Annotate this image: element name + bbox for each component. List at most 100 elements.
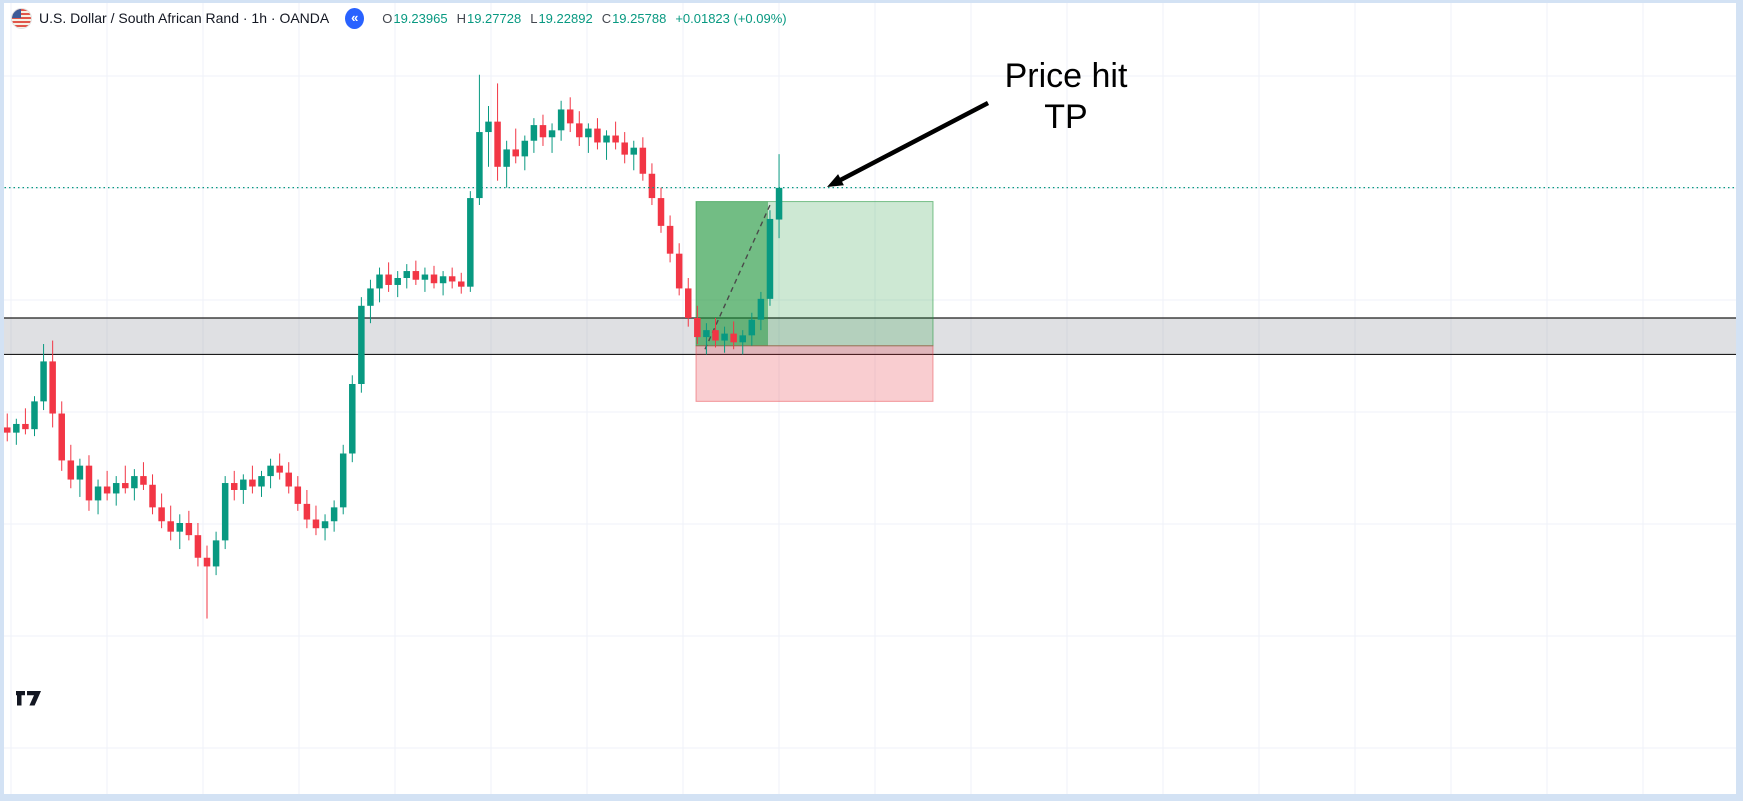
candle [303, 489, 311, 529]
candle [349, 375, 356, 463]
tv-logo-part-1 [16, 691, 25, 706]
candle-body [694, 317, 701, 338]
low-label: L [530, 10, 538, 26]
candle-body [421, 274, 429, 280]
rewind-badge-icon[interactable]: « [345, 7, 365, 29]
symbol-title[interactable]: U.S. Dollar / South African Rand · 1h · … [39, 10, 330, 26]
candle [122, 465, 129, 494]
candle-body [621, 142, 628, 155]
annotation-arrowhead[interactable] [827, 174, 844, 187]
candle-body [557, 109, 565, 131]
candle-body [730, 333, 737, 343]
candle [385, 262, 392, 292]
candle [521, 135, 529, 171]
high-value: 19.27728 [466, 10, 522, 26]
candle-body [294, 486, 302, 504]
candle-body [703, 330, 710, 338]
candle-body [430, 274, 438, 284]
candle-body [267, 465, 274, 477]
candle [675, 243, 683, 296]
candle-body [22, 423, 29, 430]
candle-body [612, 135, 619, 143]
candle [376, 267, 383, 303]
candle [221, 476, 229, 550]
candle [194, 522, 202, 567]
candle-body [367, 288, 374, 306]
candle-body [775, 187, 783, 220]
candle-body [476, 132, 483, 199]
price-hit-tp-note[interactable]: Price hit TP [946, 56, 1186, 138]
candle [448, 267, 456, 289]
candle [494, 83, 501, 181]
candle-body [439, 276, 447, 284]
candle-body [657, 198, 665, 226]
position-loss-box[interactable] [696, 345, 933, 402]
candle [103, 470, 111, 501]
tv-logo-part-7 [27, 691, 41, 706]
candle-body [203, 557, 211, 567]
candle-body [648, 173, 656, 199]
rewind-glyph: « [351, 9, 359, 25]
candle-body [594, 128, 601, 143]
candle [339, 444, 347, 515]
close-value: 19.25788 [612, 10, 667, 26]
open-label: O [382, 10, 393, 26]
ohlc-high: H 19.27728 [457, 11, 522, 26]
candle-body [512, 149, 519, 157]
candle [703, 323, 710, 355]
candle [249, 465, 256, 494]
candle [603, 130, 610, 160]
candle [267, 458, 274, 489]
candle [76, 458, 84, 497]
candle-body [176, 522, 184, 532]
candle-body [548, 130, 556, 138]
candle [85, 455, 93, 511]
candle [594, 118, 601, 150]
candle [49, 340, 56, 428]
candle-body [521, 140, 529, 157]
candle [639, 137, 647, 181]
candle [576, 111, 583, 146]
position-profit-box-projection[interactable] [768, 201, 933, 346]
candle [530, 118, 538, 153]
low-value: 19.22892 [538, 10, 593, 26]
candle [149, 474, 156, 515]
candle-body [303, 503, 311, 520]
candle-body [276, 465, 283, 473]
candle-body [67, 460, 75, 480]
candle-body [639, 147, 647, 174]
candle-body [739, 335, 746, 343]
candle-body [185, 522, 193, 536]
position-loss-border [695, 345, 934, 402]
candle [131, 469, 138, 501]
candle-body [385, 274, 392, 285]
candle [330, 500, 338, 532]
candle-body [31, 401, 38, 430]
sr-zone-rect[interactable] [0, 317, 1743, 355]
candle-body [13, 423, 20, 433]
candle-body [49, 361, 56, 414]
candle-body [630, 147, 638, 155]
candle [694, 305, 701, 345]
candle-body [685, 288, 692, 318]
candle [757, 291, 765, 331]
candle-body [330, 507, 338, 522]
candle-body [467, 198, 474, 287]
candle [685, 278, 692, 327]
position-profit-box-filled[interactable] [696, 201, 768, 346]
tradingview-logo[interactable] [15, 690, 42, 707]
candle [748, 312, 756, 346]
candle [231, 470, 238, 501]
candle [439, 271, 447, 296]
candle [739, 330, 746, 355]
candle-body [566, 109, 574, 124]
annotation-arrow-shaft[interactable] [833, 101, 990, 185]
candle-body [448, 276, 456, 282]
candle [485, 105, 492, 167]
candle [67, 444, 75, 489]
candle-body [85, 465, 93, 501]
candle [775, 154, 783, 239]
candle [167, 505, 174, 541]
candle [358, 297, 365, 393]
